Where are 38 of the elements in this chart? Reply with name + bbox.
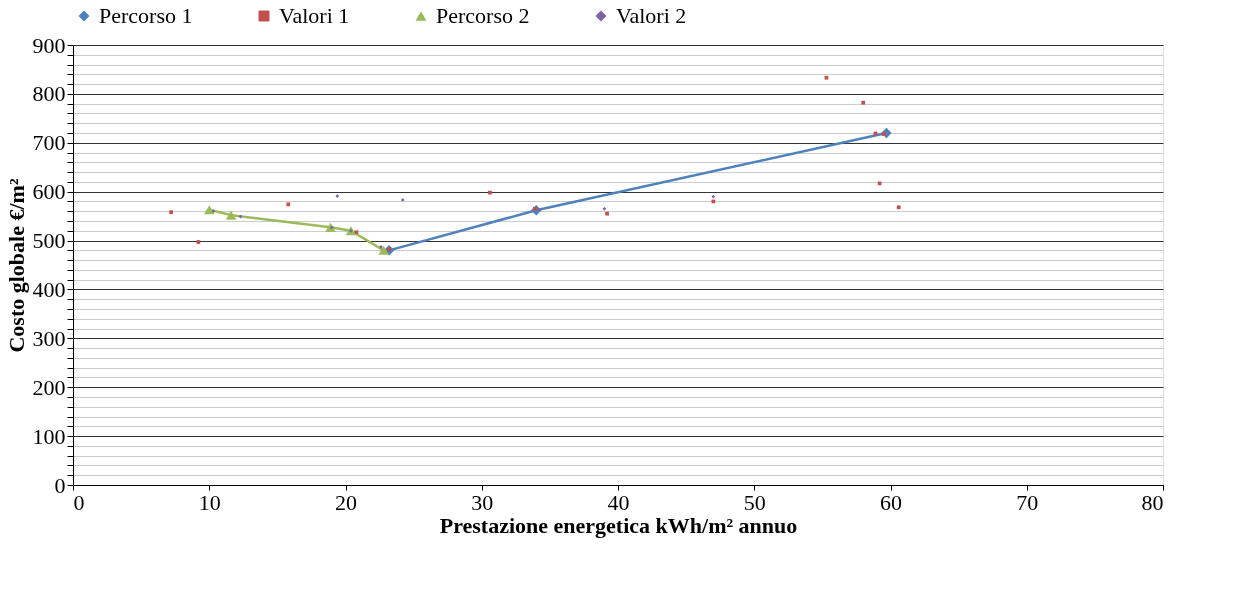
x-tick-label: 60 [880, 489, 902, 515]
x-tick-label: 80 [1141, 489, 1164, 515]
y-tick-label: 900 [32, 32, 66, 58]
point [881, 132, 886, 136]
point [861, 100, 866, 105]
legend-label: Percorso 1 [99, 3, 193, 28]
point [605, 211, 609, 216]
point [896, 205, 901, 210]
x-tick-label: 50 [743, 489, 766, 515]
x-tick-label: 40 [607, 489, 630, 515]
x-tick-label: 10 [198, 489, 221, 515]
y-tick-label: 700 [32, 130, 66, 156]
y-tick-label: 800 [32, 81, 66, 107]
legend-label: Valori 2 [616, 3, 687, 28]
legend-label: Percorso 2 [436, 3, 530, 28]
y-tick-label: 600 [32, 179, 66, 205]
point [602, 206, 607, 211]
y-tick-label: 0 [54, 472, 66, 498]
y-tick-label: 300 [32, 325, 66, 351]
x-axis-title: Prestazione energetica kWh/m² annuo [439, 512, 798, 538]
y-tick-label: 200 [32, 374, 66, 400]
x-tick-label: 70 [1016, 489, 1039, 515]
x-tick-label: 0 [73, 489, 85, 515]
x-tick-label: 30 [471, 489, 494, 515]
x-tick-label: 20 [335, 489, 357, 515]
y-axis-title: Costo globale €/m² [3, 178, 29, 353]
y-tick-label: 400 [32, 276, 66, 302]
point [335, 194, 340, 198]
point [196, 240, 201, 244]
point [169, 210, 173, 215]
y-tick-label: 500 [32, 228, 66, 254]
point [488, 190, 492, 195]
point [225, 210, 237, 220]
y-tick-label: 100 [32, 423, 66, 449]
point [400, 198, 405, 202]
point [204, 205, 215, 215]
legend-label: Valori 1 [279, 3, 350, 28]
point [378, 245, 389, 255]
